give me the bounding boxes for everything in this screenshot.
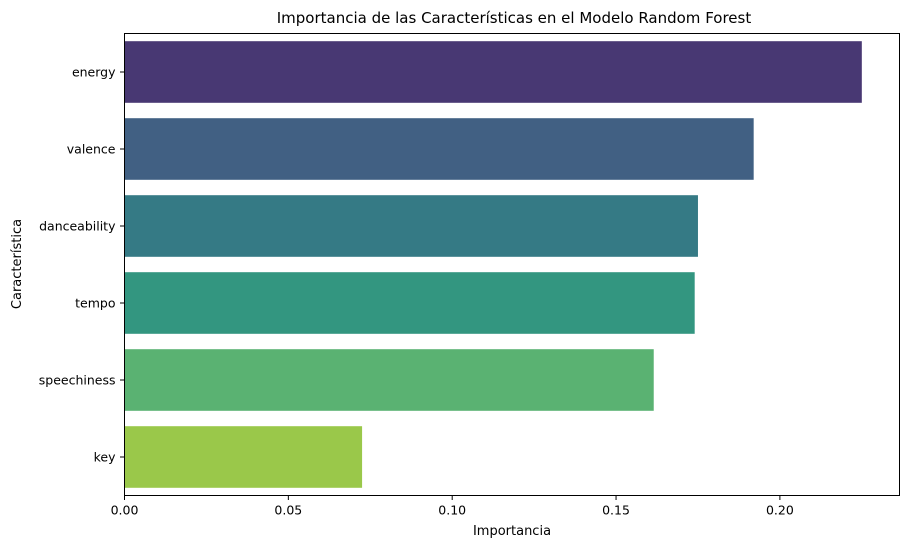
bar-energy (124, 41, 862, 103)
bar-valence (124, 118, 754, 180)
y-tick-label: energy (72, 65, 116, 80)
y-axis-ticks: energy valence danceability tempo speechines… (39, 65, 125, 465)
y-tick-label: tempo (75, 296, 115, 311)
x-tick-label: 0.05 (274, 503, 302, 518)
bar-tempo (124, 272, 695, 334)
y-tick-label: key (94, 450, 116, 465)
x-tick-label: 0.10 (438, 503, 466, 518)
y-tick-label: danceability (39, 219, 116, 234)
x-tick-label: 0.00 (111, 503, 139, 518)
y-tick-label: valence (67, 142, 116, 157)
y-axis-label: Característica (10, 219, 25, 309)
plot-frame (124, 33, 900, 496)
y-tick-label: speechiness (39, 373, 116, 388)
x-axis-ticks: 0.00 0.05 0.10 0.15 0.20 (111, 495, 794, 518)
bar-danceability (124, 195, 698, 257)
bar-speechiness (124, 349, 654, 411)
chart-title: Importancia de las Características en el… (277, 9, 752, 27)
x-axis-label: Importancia (473, 524, 551, 539)
x-tick-label: 0.15 (602, 503, 630, 518)
bar-key (124, 426, 363, 488)
bars-group (124, 41, 862, 488)
x-tick-label: 0.20 (766, 503, 794, 518)
